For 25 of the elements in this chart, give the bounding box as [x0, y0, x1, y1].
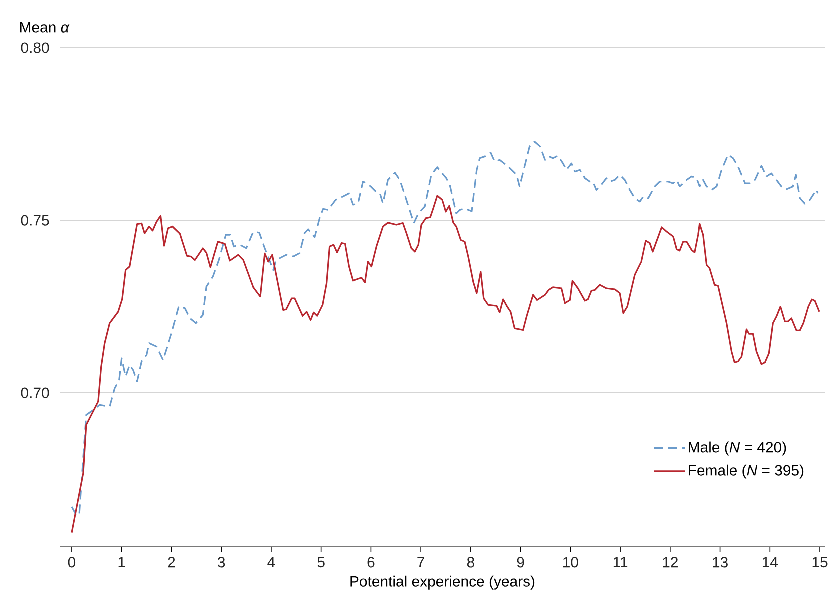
legend-label: Female (N = 395) — [689, 464, 804, 479]
line-series — [71, 141, 819, 516]
y-tick-label: 0.70 — [21, 388, 50, 398]
x-tick-label: 9 — [517, 557, 524, 568]
x-tick-label: 13 — [713, 557, 728, 568]
x-tick-label: 11 — [614, 557, 628, 568]
y-tick-label: 0.75 — [21, 215, 50, 226]
x-tick-label: 7 — [418, 557, 424, 568]
y-tick-label: 0.80 — [21, 42, 50, 54]
x-tick-label: 8 — [467, 557, 474, 568]
x-tick-label: 5 — [318, 557, 325, 568]
x-tick-label: 0 — [68, 557, 76, 568]
x-tick-label: 12 — [663, 557, 678, 568]
x-tick-label: 6 — [368, 557, 375, 568]
x-tick-label: 4 — [268, 557, 276, 568]
x-tick-label: 1 — [118, 557, 126, 568]
x-tick-label: 10 — [564, 557, 578, 568]
x-tick-label: 14 — [762, 557, 778, 568]
line-series — [71, 195, 820, 534]
x-axis-title: Potential experience (years) — [350, 576, 535, 590]
x-tick-label: 15 — [812, 557, 828, 568]
x-tick-label: 3 — [218, 557, 226, 568]
legend-label: Male (N = 420) — [689, 442, 786, 456]
x-tick-label: 2 — [168, 557, 176, 568]
y-axis-title: Mean α — [20, 22, 70, 33]
